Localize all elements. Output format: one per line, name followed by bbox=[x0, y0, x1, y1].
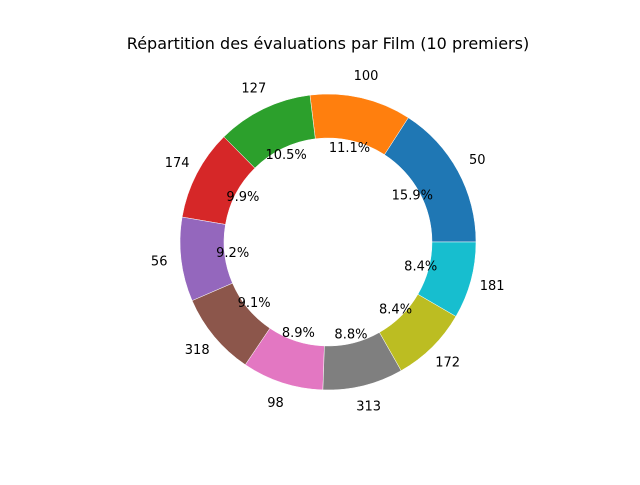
percent-label-174: 9.9% bbox=[226, 190, 259, 205]
slice-50 bbox=[384, 117, 477, 243]
percent-label-56: 9.2% bbox=[216, 246, 249, 261]
slice-label-50: 50 bbox=[469, 153, 486, 168]
slice-label-172: 172 bbox=[435, 355, 460, 370]
slice-181 bbox=[417, 241, 477, 317]
slices-group bbox=[179, 93, 477, 391]
slice-label-56: 56 bbox=[151, 255, 168, 270]
chart-title: Répartition des évaluations par Film (10… bbox=[127, 34, 529, 53]
slice-labels-group: 50 100 127 174 56 318 98 313 172 181 bbox=[151, 69, 505, 415]
slice-label-100: 100 bbox=[354, 69, 379, 84]
percent-label-98: 8.9% bbox=[282, 326, 315, 341]
percent-label-50: 15.9% bbox=[392, 189, 433, 204]
slice-label-313: 313 bbox=[356, 400, 381, 415]
slice-label-318: 318 bbox=[185, 343, 210, 358]
percent-label-127: 10.5% bbox=[265, 148, 306, 163]
percent-label-318: 9.1% bbox=[238, 296, 271, 311]
slice-label-181: 181 bbox=[480, 279, 505, 294]
percent-label-172: 8.4% bbox=[379, 303, 412, 318]
percent-label-181: 8.4% bbox=[404, 259, 437, 274]
percent-labels-group: 15.9% 11.1% 10.5% 9.9% 9.2% 9.1% 8.9% 8.8% 8.4% 8… bbox=[216, 141, 437, 343]
slice-label-174: 174 bbox=[165, 156, 190, 171]
percent-label-100: 11.1% bbox=[329, 141, 370, 156]
percent-label-313: 8.8% bbox=[334, 328, 367, 343]
slice-label-98: 98 bbox=[267, 396, 284, 411]
slice-label-127: 127 bbox=[241, 82, 266, 97]
